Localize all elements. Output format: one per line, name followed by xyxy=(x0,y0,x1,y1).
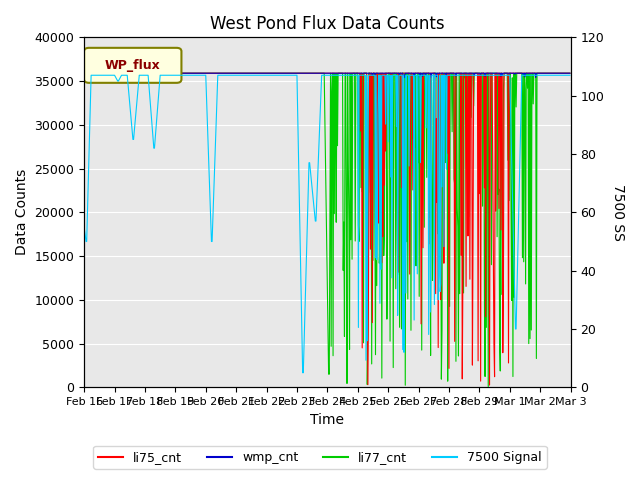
Title: West Pond Flux Data Counts: West Pond Flux Data Counts xyxy=(210,15,445,33)
Y-axis label: 7500 SS: 7500 SS xyxy=(611,184,625,241)
Legend: li75_cnt, wmp_cnt, li77_cnt, 7500 Signal: li75_cnt, wmp_cnt, li77_cnt, 7500 Signal xyxy=(93,446,547,469)
Y-axis label: Data Counts: Data Counts xyxy=(15,169,29,255)
X-axis label: Time: Time xyxy=(310,413,344,427)
FancyBboxPatch shape xyxy=(84,48,181,83)
Text: WP_flux: WP_flux xyxy=(105,59,161,72)
